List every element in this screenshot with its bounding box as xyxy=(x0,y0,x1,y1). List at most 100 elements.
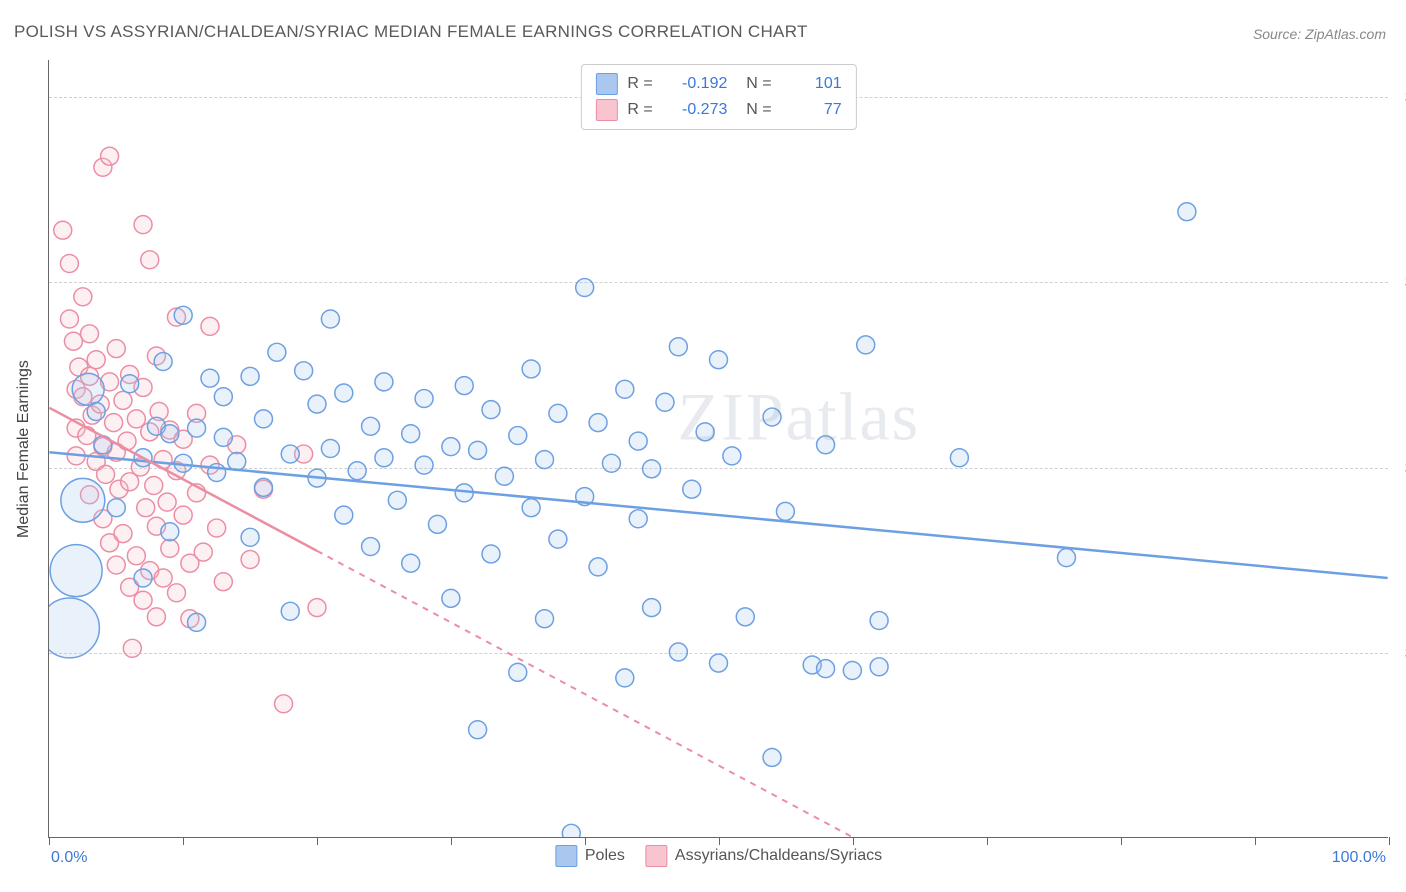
data-point xyxy=(321,310,339,328)
data-point xyxy=(308,395,326,413)
data-point xyxy=(54,221,72,239)
data-point xyxy=(522,499,540,517)
x-tick xyxy=(1255,837,1256,845)
data-point xyxy=(254,410,272,428)
data-point xyxy=(161,523,179,541)
data-point xyxy=(158,493,176,511)
data-point xyxy=(629,510,647,528)
data-point xyxy=(710,654,728,672)
data-point xyxy=(60,310,78,328)
data-point xyxy=(375,449,393,467)
data-point xyxy=(134,216,152,234)
data-point xyxy=(174,306,192,324)
data-point xyxy=(870,612,888,630)
plot-region: ZIPatlas R = -0.192 N = 101 R = -0.273 N… xyxy=(48,60,1388,838)
data-point xyxy=(214,388,232,406)
correlation-legend: R = -0.192 N = 101 R = -0.273 N = 77 xyxy=(580,64,856,130)
data-point xyxy=(696,423,714,441)
x-tick xyxy=(317,837,318,845)
data-point xyxy=(161,539,179,557)
data-point xyxy=(817,660,835,678)
data-point xyxy=(127,547,145,565)
data-point xyxy=(388,491,406,509)
data-point xyxy=(78,427,96,445)
data-point xyxy=(843,662,861,680)
data-point xyxy=(469,441,487,459)
source-attribution: Source: ZipAtlas.com xyxy=(1253,26,1386,42)
data-point xyxy=(123,639,141,657)
data-point xyxy=(723,447,741,465)
data-point xyxy=(81,325,99,343)
data-point xyxy=(455,377,473,395)
data-point xyxy=(870,658,888,676)
data-point xyxy=(442,589,460,607)
x-tick xyxy=(987,837,988,845)
data-point xyxy=(616,669,634,687)
data-point xyxy=(629,432,647,450)
data-point xyxy=(49,598,99,658)
data-point xyxy=(950,449,968,467)
data-point xyxy=(509,427,527,445)
swatch-assyrians xyxy=(595,99,617,121)
data-point xyxy=(402,425,420,443)
data-point xyxy=(776,502,794,520)
x-tick xyxy=(183,837,184,845)
data-point xyxy=(114,391,132,409)
data-point xyxy=(643,460,661,478)
swatch-poles-icon xyxy=(555,845,577,867)
data-point xyxy=(656,393,674,411)
data-point xyxy=(375,373,393,391)
data-point xyxy=(442,438,460,456)
x-tick xyxy=(1389,837,1390,845)
data-point xyxy=(763,748,781,766)
data-point xyxy=(145,477,163,495)
data-point xyxy=(669,338,687,356)
data-point xyxy=(134,591,152,609)
data-point xyxy=(188,613,206,631)
data-point xyxy=(97,465,115,483)
data-point xyxy=(241,528,259,546)
data-point xyxy=(602,454,620,472)
data-point xyxy=(118,432,136,450)
data-point xyxy=(201,369,219,387)
regression-line-dashed xyxy=(317,551,852,837)
data-point xyxy=(469,721,487,739)
series-legend: Poles Assyrians/Chaldeans/Syriacs xyxy=(555,845,882,867)
data-point xyxy=(669,643,687,661)
data-point xyxy=(295,362,313,380)
legend-item-assyrians: Assyrians/Chaldeans/Syriacs xyxy=(645,845,882,867)
y-axis-label: Median Female Earnings xyxy=(15,360,33,538)
data-point xyxy=(536,451,554,469)
data-point xyxy=(482,401,500,419)
data-point xyxy=(1057,549,1075,567)
data-point xyxy=(105,414,123,432)
data-point xyxy=(549,530,567,548)
data-point xyxy=(522,360,540,378)
data-point xyxy=(201,317,219,335)
data-point xyxy=(1178,203,1196,221)
data-point xyxy=(64,332,82,350)
data-point xyxy=(121,375,139,393)
data-point xyxy=(74,288,92,306)
data-point xyxy=(107,499,125,517)
data-point xyxy=(60,255,78,273)
data-point xyxy=(141,251,159,269)
x-tick xyxy=(719,837,720,845)
data-point xyxy=(321,440,339,458)
data-point xyxy=(536,610,554,628)
chart-title: POLISH VS ASSYRIAN/CHALDEAN/SYRIAC MEDIA… xyxy=(14,22,808,42)
data-point xyxy=(402,554,420,572)
data-point xyxy=(134,569,152,587)
data-point xyxy=(107,556,125,574)
data-point xyxy=(335,384,353,402)
data-point xyxy=(241,367,259,385)
x-tick xyxy=(49,837,50,845)
data-point xyxy=(168,584,186,602)
data-point xyxy=(107,340,125,358)
data-point xyxy=(275,695,293,713)
legend-row-poles: R = -0.192 N = 101 xyxy=(595,71,841,97)
data-point xyxy=(308,599,326,617)
data-point xyxy=(362,417,380,435)
data-point xyxy=(763,408,781,426)
swatch-assyrians-icon xyxy=(645,845,667,867)
